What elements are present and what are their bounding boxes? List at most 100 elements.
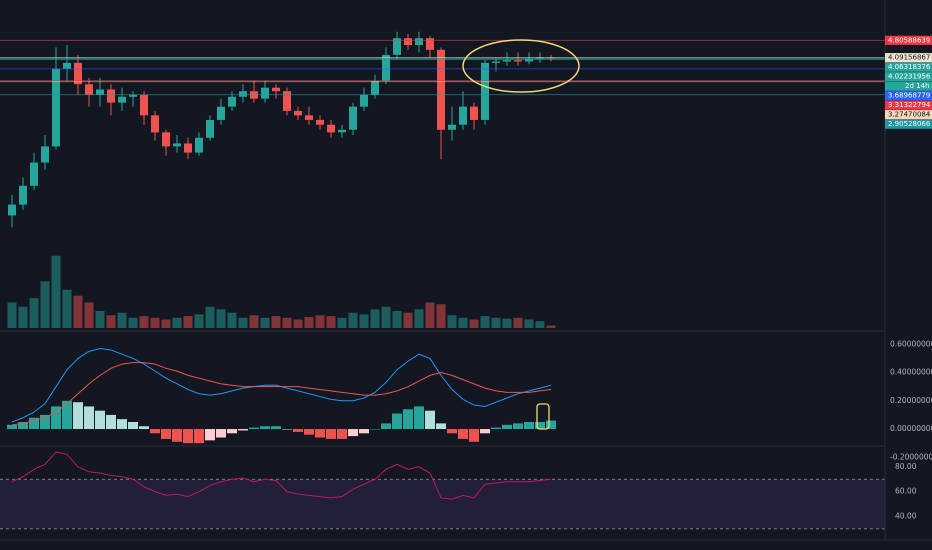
countdown-label: 2d 14h	[905, 82, 929, 90]
volume-bar	[18, 306, 28, 328]
macd-histogram-bar	[150, 429, 160, 434]
volume-bar	[480, 316, 490, 328]
price-tag-label: 2.90528066	[888, 120, 931, 128]
macd-histogram-bar	[480, 429, 490, 434]
candle-body	[459, 106, 467, 125]
volume-bar	[315, 315, 325, 328]
price-tag-label: 3.27470084	[888, 111, 931, 119]
rsi-tick-label: 40.00	[895, 511, 917, 520]
macd-histogram-bar	[458, 429, 468, 439]
volume-bar	[128, 317, 138, 328]
macd-histogram-bar	[370, 429, 380, 430]
macd-histogram-bar	[29, 417, 39, 430]
volume-bar	[381, 306, 391, 328]
price-tag	[885, 53, 932, 63]
macd-histogram-bar	[348, 429, 358, 437]
price-tag-label: 4.80588639	[888, 36, 930, 44]
volume-bar	[238, 317, 248, 328]
macd-histogram-bar	[425, 410, 435, 430]
macd-histogram-bar	[513, 423, 523, 430]
volume-bar	[117, 312, 127, 328]
macd-histogram-bar	[469, 429, 479, 442]
volume-bar	[524, 319, 534, 328]
macd-histogram-bar	[436, 423, 446, 430]
macd-histogram-bar	[381, 423, 391, 430]
volume-bar	[84, 302, 94, 328]
macd-histogram-bar	[84, 406, 94, 430]
price-tag-label: 4.02231956	[888, 73, 931, 81]
volume-bar	[458, 317, 468, 328]
volume-bar	[249, 315, 259, 328]
macd-line	[11, 362, 552, 426]
candle-body	[316, 119, 324, 125]
volume-bar	[161, 319, 171, 328]
volume-bar	[436, 304, 446, 328]
macd-histogram-bar	[359, 429, 369, 434]
candle-body	[261, 87, 269, 99]
rsi-tick-label: 80.00	[895, 462, 917, 471]
volume-bar	[293, 319, 303, 328]
candle-body	[371, 80, 379, 95]
candle-body	[272, 87, 280, 92]
candle-body	[382, 54, 390, 81]
volume-bar	[491, 317, 501, 328]
candle-body	[195, 137, 203, 153]
candle-body	[41, 146, 49, 163]
volume-bar	[194, 314, 204, 328]
macd-histogram-bar	[414, 406, 424, 430]
candle-body	[294, 110, 302, 116]
candle-body	[8, 204, 16, 216]
candle-body	[338, 129, 346, 133]
macd-histogram-bar	[73, 402, 83, 430]
macd-histogram-bar	[293, 429, 303, 432]
volume-bar	[359, 314, 369, 328]
macd-histogram-bar	[535, 421, 545, 430]
candle-body	[74, 62, 82, 85]
macd-histogram-bar	[7, 424, 17, 430]
candle-body	[239, 91, 247, 97]
macd-histogram-bar	[18, 421, 28, 430]
macd-histogram-bar	[62, 400, 72, 430]
macd-histogram-bar	[183, 429, 193, 444]
macd-histogram-bar	[260, 426, 270, 430]
volume-bar	[172, 317, 182, 328]
volume-bar	[326, 316, 336, 328]
candle-body	[426, 38, 434, 50]
price-tag	[885, 100, 932, 110]
candle-body	[514, 60, 522, 62]
macd-histogram-bar	[315, 429, 325, 438]
volume-bar	[447, 315, 457, 328]
macd-histogram-bar	[337, 429, 347, 439]
candle-body	[118, 96, 126, 103]
volume-bar	[502, 318, 512, 328]
candle-body	[96, 89, 104, 95]
macd-histogram-bar	[194, 429, 204, 444]
volume-bar	[414, 309, 424, 328]
candle-body	[206, 119, 214, 138]
volume-bar	[425, 302, 435, 328]
volume-bar	[513, 317, 523, 328]
macd-histogram-bar	[227, 429, 237, 434]
candle-body	[85, 84, 93, 95]
macd-tick-label: 0.00000000	[890, 424, 932, 433]
candle-body	[327, 124, 335, 133]
macd-histogram-bar	[106, 414, 116, 430]
macd-histogram-bar	[491, 427, 501, 430]
macd-tick-label: 0.20000000	[890, 396, 932, 405]
candle-body	[162, 132, 170, 147]
volume-bar	[95, 311, 105, 328]
macd-histogram-bar	[172, 429, 182, 442]
price-tag	[885, 72, 932, 82]
candle-body	[503, 60, 511, 62]
candle-body	[151, 115, 159, 133]
price-tag	[885, 119, 932, 129]
candle-body	[107, 89, 115, 103]
volume-bar	[7, 302, 17, 328]
volume-bar	[282, 317, 292, 328]
candle-body	[437, 49, 445, 130]
rsi-tick-label: 60.00	[895, 487, 917, 496]
candle-body	[481, 62, 489, 120]
volume-bar	[546, 325, 556, 328]
